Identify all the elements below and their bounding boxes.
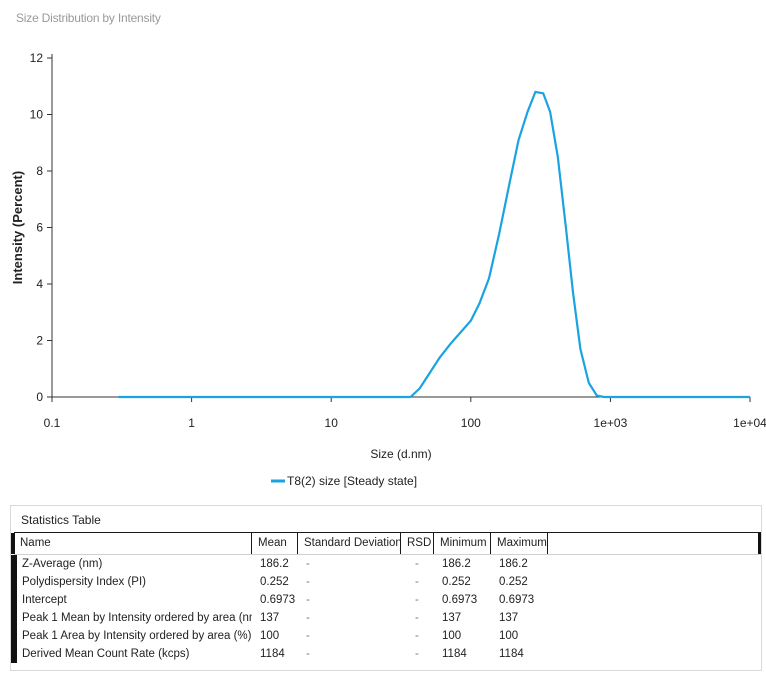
column-header-mean[interactable]: Mean — [252, 533, 298, 554]
cell-standard-deviation: - — [306, 594, 310, 606]
cell-maximum: 0.252 — [499, 576, 528, 588]
cell-maximum: 100 — [499, 630, 519, 642]
column-header-rsd[interactable]: RSD — [401, 533, 434, 554]
table-row[interactable]: Derived Mean Count Rate (kcps) 1184 - - 1184… — [11, 645, 761, 663]
x-tick-label: 10 — [325, 416, 339, 430]
x-tick-label: 1e+04 — [733, 416, 766, 430]
cell-minimum: 100 — [442, 630, 462, 642]
cell-name: Derived Mean Count Rate (kcps) — [22, 648, 190, 660]
cell-mean: 0.6973 — [260, 594, 296, 606]
chart-ticks: 0 2 4 6 8 10 12 0.1 1 10 100 1e+03 1e+04 — [30, 51, 766, 430]
x-tick-label: 1 — [188, 416, 195, 430]
statistics-table-title: Statistics Table — [21, 513, 101, 527]
table-row[interactable]: Peak 1 Area by Intensity ordered by area… — [11, 627, 761, 645]
statistics-table-panel: Statistics Table Name Mean Standard Devi… — [10, 505, 762, 671]
column-header-standard-deviation[interactable]: Standard Deviation — [298, 533, 401, 554]
table-row[interactable]: Peak 1 Mean by Intensity ordered by area… — [11, 609, 761, 627]
cell-maximum: 1184 — [499, 648, 524, 660]
x-tick-label: 0.1 — [44, 416, 61, 430]
x-tick-label: 100 — [461, 416, 481, 430]
chart-legend[interactable]: T8(2) size [Steady state] — [271, 474, 417, 488]
y-axis-title: Intensity (Percent) — [10, 171, 25, 284]
cell-rsd: - — [415, 594, 419, 606]
column-header-name[interactable]: Name — [14, 533, 252, 554]
cell-standard-deviation: - — [306, 648, 310, 660]
statistics-table: Name Mean Standard Deviation RSD Minimum… — [11, 532, 761, 663]
column-header-maximum[interactable]: Maximum — [491, 533, 548, 554]
cell-minimum: 0.6973 — [442, 594, 478, 606]
cell-mean: 0.252 — [260, 576, 289, 588]
column-header-filler — [548, 533, 761, 554]
table-row[interactable]: Intercept 0.6973- -0.6973 0.6973 — [11, 591, 761, 609]
cell-name: Peak 1 Mean by Intensity ordered by area… — [22, 612, 252, 624]
chart-series — [118, 90, 750, 399]
x-axis-title: Size (d.nm) — [370, 447, 431, 461]
cell-minimum: 137 — [442, 612, 462, 624]
cell-rsd: - — [415, 630, 419, 642]
cell-maximum: 186.2 — [499, 558, 528, 570]
cell-mean: 137 — [260, 612, 280, 624]
table-body: Z-Average (nm) 186.2 - - 186.2 186.2 Polydispe… — [11, 555, 761, 663]
y-tick-label: 12 — [30, 51, 44, 65]
cell-name: Peak 1 Area by Intensity ordered by area… — [22, 630, 252, 642]
cell-maximum: 137 — [499, 612, 519, 624]
cell-rsd: - — [415, 648, 419, 660]
table-row[interactable]: Z-Average (nm) 186.2 - - 186.2 186.2 — [11, 555, 761, 573]
chart-axes — [51, 54, 750, 398]
y-tick-label: 2 — [36, 334, 43, 348]
cell-rsd: - — [415, 558, 419, 570]
cell-mean: 100 — [260, 630, 280, 642]
table-header-row: Name Mean Standard Deviation RSD Minimum… — [11, 532, 761, 555]
column-header-minimum[interactable]: Minimum — [434, 533, 491, 554]
x-tick-label: 1e+03 — [594, 416, 628, 430]
chart-title: Size Distribution by Intensity — [16, 11, 161, 25]
cell-standard-deviation: - — [306, 630, 310, 642]
cell-mean: 186.2 — [260, 558, 289, 570]
cell-standard-deviation: - — [306, 612, 310, 624]
cell-name: Intercept — [22, 594, 67, 606]
y-tick-label: 8 — [36, 164, 43, 178]
cell-rsd: - — [415, 576, 419, 588]
table-row[interactable]: Polydispersity Index (PI) 0.252 - - 0.252 0.2… — [11, 573, 761, 591]
size-distribution-chart: 0 2 4 6 8 10 12 0.1 1 10 100 1e+03 1e+04 Size (d.nm)… — [10, 51, 766, 488]
series-line — [118, 90, 750, 399]
y-tick-label: 10 — [30, 108, 44, 122]
y-tick-label: 0 — [36, 390, 43, 404]
y-tick-label: 6 — [36, 221, 43, 235]
cell-name: Z-Average (nm) — [22, 558, 103, 570]
cell-standard-deviation: - — [306, 576, 310, 588]
cell-standard-deviation: - — [306, 558, 310, 570]
y-tick-label: 4 — [36, 277, 43, 291]
cell-minimum: 186.2 — [442, 558, 471, 570]
legend-label: T8(2) size [Steady state] — [287, 474, 417, 488]
cell-name: Polydispersity Index (PI) — [22, 576, 146, 588]
cell-maximum: 0.6973 — [499, 594, 535, 606]
cell-rsd: - — [415, 612, 419, 624]
cell-mean: 1184 — [260, 648, 285, 660]
cell-minimum: 0.252 — [442, 576, 471, 588]
cell-minimum: 1184 — [442, 648, 467, 660]
